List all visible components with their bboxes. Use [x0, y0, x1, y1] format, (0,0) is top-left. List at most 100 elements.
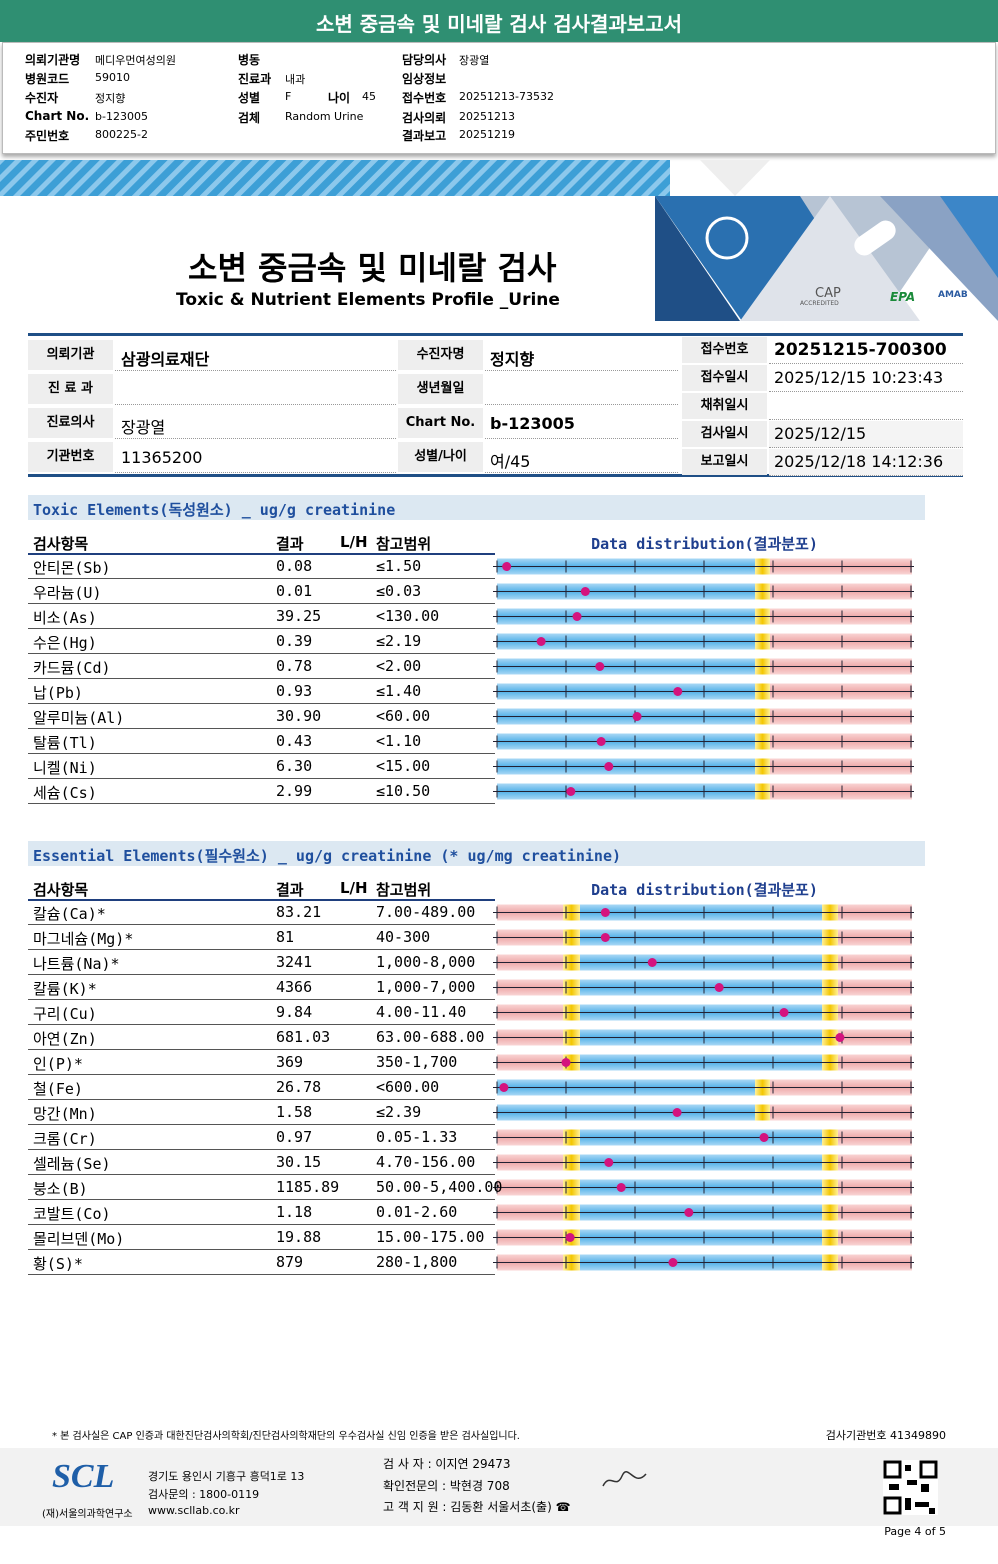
table-label: 검사일시 [682, 421, 767, 447]
result-dot [600, 932, 610, 942]
table-cell [769, 393, 963, 420]
item-name: 탈륨(Tl) [33, 734, 97, 752]
item-name: 알루미늄(Al) [33, 709, 125, 727]
result-dot [684, 1207, 694, 1217]
info-label: 검체 [238, 111, 261, 125]
table-bottom-rule [28, 474, 963, 477]
row-rule [28, 578, 495, 579]
item-name: 망간(Mn) [33, 1105, 97, 1123]
row-rule [28, 1274, 495, 1275]
reference: ≤2.19 [376, 632, 422, 650]
table-value: b-123005 [490, 414, 575, 433]
reference: 40-300 [376, 928, 431, 946]
result-dot [566, 786, 576, 796]
result-dot [632, 711, 642, 721]
column-header: 참고범위 [376, 881, 432, 899]
table-label: Chart No. [398, 408, 483, 438]
table-label: 성별/나이 [398, 442, 483, 472]
result: 19.88 [276, 1228, 322, 1246]
item-name: 나트륨(Na)* [33, 955, 120, 973]
result: 1.18 [276, 1203, 313, 1221]
item-name: 니켈(Ni) [33, 759, 97, 777]
item-name: 붕소(B) [33, 1180, 88, 1198]
table-value: 삼광의료재단 [121, 350, 210, 369]
info-label: 주민번호 [25, 129, 70, 143]
table-cell [115, 442, 396, 473]
result-dot [714, 982, 724, 992]
table-label: 접수번호 [682, 337, 767, 363]
reference: 4.70-156.00 [376, 1153, 476, 1171]
item-name: 크롬(Cr) [33, 1130, 97, 1148]
result-dot [835, 1032, 845, 1042]
logo-epa: EPA [890, 290, 916, 304]
staff-line: 고 객 지 원 : 김동환 서울서초(출) ☎ [383, 1500, 571, 1514]
row-rule [28, 778, 495, 779]
reference: 1,000-8,000 [376, 953, 476, 971]
result-dot [600, 907, 610, 917]
row-rule [28, 1149, 495, 1150]
result: 879 [276, 1253, 304, 1271]
info-label: 담당의사 [402, 53, 447, 67]
info-value: 800225-2 [95, 128, 148, 141]
distribution [493, 904, 914, 1270]
table-cell [485, 408, 678, 439]
table-value: 여/45 [490, 452, 531, 471]
info-label: 나이 [328, 91, 351, 105]
table-label: 채취일시 [682, 393, 767, 419]
column-header: 결과 [276, 881, 304, 899]
info-label: 병원코드 [25, 72, 70, 86]
result-dot [779, 1007, 789, 1017]
logo-cap-sub: ACCREDITED [800, 300, 839, 307]
item-name: 몰리브덴(Mo) [33, 1230, 125, 1248]
column-header: 결과 [276, 535, 304, 553]
column-header: Data distribution(결과분포) [591, 881, 818, 899]
item-name: 수은(Hg) [33, 634, 97, 652]
table-label: 수진자명 [398, 340, 483, 370]
table-cell [769, 421, 963, 448]
item-name: 칼슘(Ca)* [33, 905, 106, 923]
info-label: Chart No. [25, 109, 90, 123]
report-subtitle: Toxic & Nutrient Elements Profile _Urine [176, 290, 560, 310]
info-value: 20251219 [459, 128, 515, 141]
row-rule [28, 753, 495, 754]
row-rule [28, 1174, 495, 1175]
result-dot [647, 957, 657, 967]
result: 83.21 [276, 903, 322, 921]
row-rule [28, 728, 495, 729]
row-rule [28, 999, 495, 1000]
item-name: 황(S)* [33, 1255, 83, 1273]
row-rule [28, 1249, 495, 1250]
info-label: 검사의뢰 [402, 111, 447, 125]
table-cell [769, 365, 963, 392]
item-name: 철(Fe) [33, 1080, 83, 1098]
row-rule [28, 974, 495, 975]
result-dot [502, 561, 512, 571]
info-label: 진료과 [238, 72, 272, 86]
info-label: 접수번호 [402, 91, 447, 105]
column-header: 검사항목 [33, 535, 89, 553]
result-dot [604, 1157, 614, 1167]
result-dot [604, 761, 614, 771]
table-value: 11365200 [121, 448, 203, 467]
reference: <15.00 [376, 757, 431, 775]
item-name: 코발트(Co) [33, 1205, 111, 1223]
table-label: 의뢰기관 [28, 340, 113, 370]
logo-amab: AMAB [938, 290, 968, 300]
result: 26.78 [276, 1078, 322, 1096]
table-label: 기관번호 [28, 442, 113, 472]
page-number: Page 4 of 5 [884, 1525, 946, 1538]
result-dot [668, 1257, 678, 1267]
row-rule [28, 1074, 495, 1075]
result: 3241 [276, 953, 313, 971]
row-rule [28, 949, 495, 950]
scl-logo: SCL [52, 1458, 115, 1495]
result: 0.97 [276, 1128, 313, 1146]
table-cell [115, 374, 396, 405]
result: 0.08 [276, 557, 313, 575]
table-value: 2025/12/15 [774, 424, 867, 443]
info-label: 성별 [238, 91, 261, 105]
reference: 350-1,700 [376, 1053, 458, 1071]
result: 0.93 [276, 682, 313, 700]
reference: 0.05-1.33 [376, 1128, 458, 1146]
